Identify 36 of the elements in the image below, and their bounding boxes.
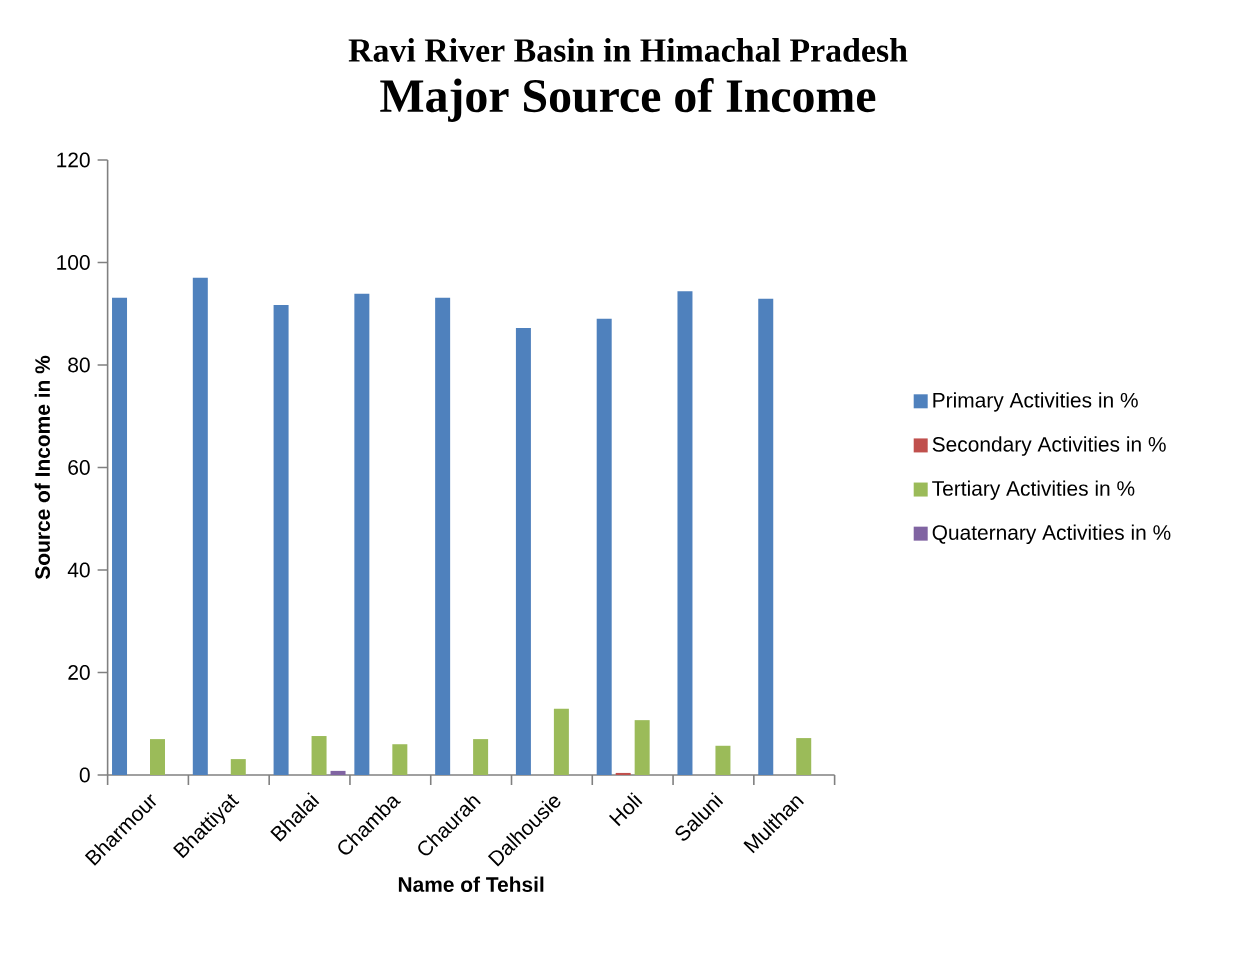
bar xyxy=(330,770,346,775)
bar xyxy=(192,277,208,775)
bar xyxy=(677,291,693,775)
y-tick-label: 100 xyxy=(57,255,90,270)
legend-label: Secondary Activities in % xyxy=(932,436,1166,456)
chart-subtitle: Major Source of Income xyxy=(380,78,876,122)
bar xyxy=(150,739,165,775)
bar xyxy=(553,708,569,775)
bar xyxy=(758,298,774,775)
y-axis-title: Source of Income in % xyxy=(34,355,51,580)
bar xyxy=(715,745,731,775)
y-tick-label: 0 xyxy=(79,767,90,783)
bar xyxy=(273,305,289,775)
bar xyxy=(392,744,408,775)
y-tick-label: 60 xyxy=(68,460,90,475)
bar xyxy=(473,739,489,775)
chart-title: Ravi River Basin in Himachal Pradesh xyxy=(348,38,908,62)
legend-label: Quaternary Activities in % xyxy=(932,524,1171,545)
y-tick-label: 20 xyxy=(68,665,90,680)
bar xyxy=(112,297,128,775)
bar xyxy=(796,738,812,775)
bar xyxy=(615,772,631,775)
y-tick-label: 40 xyxy=(67,562,90,578)
y-tick-label: 80 xyxy=(68,357,90,373)
x-tick-label: Holi xyxy=(608,792,643,827)
legend-label: Primary Activities in % xyxy=(933,392,1138,412)
bar xyxy=(634,720,650,775)
bar xyxy=(596,318,612,775)
bar xyxy=(311,736,327,775)
y-tick-label: 120 xyxy=(57,152,90,168)
bar xyxy=(354,293,370,775)
x-axis-title: Name of Tehsil xyxy=(398,876,544,892)
bar xyxy=(515,328,531,775)
legend-label: Tertiary Activities in % xyxy=(932,480,1135,500)
bar xyxy=(230,759,246,775)
bar xyxy=(435,297,451,775)
